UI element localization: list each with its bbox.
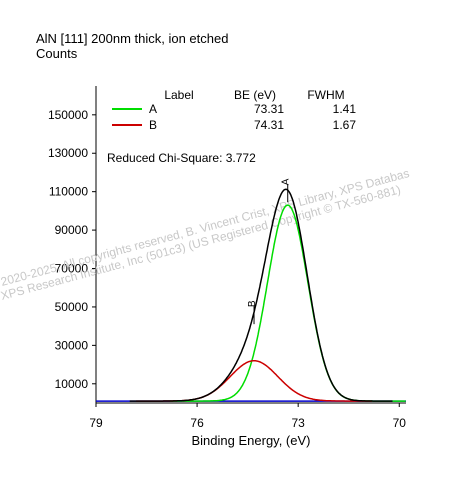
x-tick-label: 79	[89, 416, 103, 430]
legend-be: 74.31	[254, 118, 284, 132]
legend-header: FWHM	[307, 88, 344, 102]
curves: AB	[96, 178, 406, 402]
legend-fwhm: 1.67	[333, 118, 357, 132]
chart-title: AlN [111] 200nm thick, ion etched Counts	[36, 31, 228, 61]
y-tick-label: 10000	[55, 377, 89, 391]
x-tick-label: 76	[190, 416, 204, 430]
legend-header: BE (eV)	[234, 88, 276, 102]
x-axis-label: Binding Energy, (eV)	[192, 433, 311, 448]
chart-title-text: AlN [111] 200nm thick, ion etched	[36, 31, 229, 46]
y-tick-label: 30000	[55, 338, 89, 352]
legend-be: 73.31	[254, 102, 284, 116]
y-tick-label: 50000	[55, 300, 89, 314]
legend-header: Label	[164, 88, 193, 102]
y-tick-label: 70000	[55, 262, 89, 276]
legend-label: A	[149, 102, 157, 116]
peak-label: A	[281, 178, 292, 185]
watermark-line: XPS Research Institute, Inc (501c3) (US …	[0, 182, 402, 303]
legend-label: B	[149, 118, 157, 132]
legend: Label BE (eV) FWHM A 73.31 1.41 B 74.31 1.67	[112, 88, 356, 132]
axes: 10000 30000 50000 70000 90000 110000 130000 150…	[48, 86, 406, 430]
peak-b	[136, 359, 372, 402]
x-tick-label: 73	[291, 416, 305, 430]
legend-fwhm: 1.41	[333, 102, 357, 116]
peak-label: B	[247, 300, 258, 307]
x-tick-label: 70	[393, 416, 407, 430]
y-tick-label: 150000	[48, 108, 88, 122]
y-tick-label: 90000	[55, 223, 89, 237]
y-tick-label: 130000	[48, 146, 88, 160]
y-axis-label: Counts	[36, 46, 78, 61]
chi-square-annotation: Reduced Chi-Square: 3.772	[107, 151, 256, 165]
y-tick-label: 110000	[49, 185, 88, 199]
envelope-curve	[129, 188, 393, 402]
